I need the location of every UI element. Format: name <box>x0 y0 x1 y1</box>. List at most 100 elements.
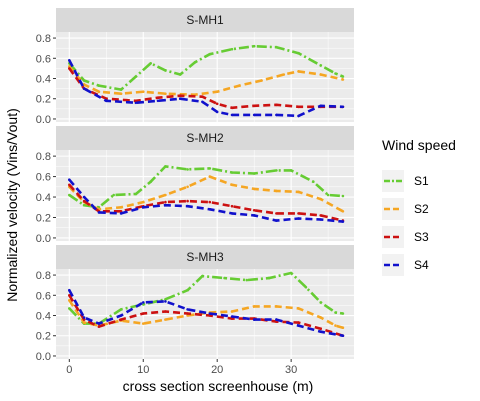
data-point-s3 <box>215 102 219 106</box>
data-point-s2 <box>319 316 323 319</box>
data-point-s1 <box>252 44 256 48</box>
data-point-s1 <box>186 168 189 171</box>
y-tick-label: 0.2 <box>36 94 51 106</box>
data-point-s2 <box>164 318 167 321</box>
data-point-s4 <box>297 114 300 118</box>
legend-title: Wind speed <box>382 137 456 153</box>
data-point-s1 <box>119 308 123 311</box>
data-point-s4 <box>97 211 101 214</box>
data-point-s4 <box>119 212 123 215</box>
data-point-s3 <box>82 318 86 321</box>
data-point-s1 <box>134 75 138 78</box>
data-point-s2 <box>68 65 71 68</box>
data-point-s2 <box>341 210 345 213</box>
y-tick-label: 0.6 <box>36 53 51 65</box>
data-point-s1 <box>230 47 234 51</box>
data-point-s4 <box>82 87 86 90</box>
series-line-s3 <box>68 67 343 110</box>
data-point-s3 <box>156 96 160 99</box>
x-tick-label: 10 <box>137 364 149 376</box>
y-tick-label: 0.6 <box>36 172 51 184</box>
data-point-s2 <box>119 206 123 209</box>
data-point-s3 <box>68 294 71 297</box>
data-point-s2 <box>97 90 101 93</box>
data-point-s1 <box>142 303 145 306</box>
x-axis-title: cross section screenhouse (m) <box>123 378 314 394</box>
y-tick-label: 0.0 <box>36 114 51 126</box>
data-point-s1 <box>289 271 293 275</box>
facet-panel-1: S-MH1 0.0 0.2 0.4 0.6 0.8 <box>36 8 354 126</box>
data-point-s4 <box>319 104 323 108</box>
data-point-s4 <box>82 195 86 199</box>
y-tick-label: 0.0 <box>36 233 51 245</box>
data-point-s4 <box>275 113 278 117</box>
data-point-s1 <box>178 73 182 76</box>
y-tick-label: 0.4 <box>36 192 51 204</box>
data-point-s1 <box>312 180 315 183</box>
x-tick-label: 0 <box>66 364 72 376</box>
data-point-s3 <box>134 99 138 103</box>
data-point-s4 <box>208 312 212 315</box>
data-point-s3 <box>208 200 212 204</box>
data-point-s2 <box>275 189 278 193</box>
y-axis-title: Normalized velocity (Vins/Vout) <box>4 108 20 301</box>
data-point-s4 <box>252 318 256 321</box>
data-point-s1 <box>304 285 308 289</box>
facet-panel-2: S-MH2 0.0 0.2 0.4 0.6 0.8 <box>36 126 354 245</box>
data-point-s1 <box>223 276 226 280</box>
data-point-s1 <box>341 194 345 198</box>
data-point-s2 <box>260 79 263 82</box>
data-point-s3 <box>119 318 123 321</box>
data-point-s2 <box>275 305 278 308</box>
data-point-s4 <box>208 208 212 211</box>
data-point-s4 <box>319 218 323 221</box>
data-point-s2 <box>82 321 86 324</box>
data-point-s1 <box>341 75 345 78</box>
data-point-s4 <box>186 308 189 311</box>
data-point-s1 <box>164 69 167 72</box>
data-point-s2 <box>164 193 167 197</box>
data-point-s3 <box>142 312 145 315</box>
data-point-s1 <box>164 298 167 301</box>
data-point-s1 <box>208 52 212 56</box>
data-point-s3 <box>297 212 300 215</box>
data-point-s4 <box>134 101 138 105</box>
facet-panel-3: S-MH3 0.0 0.2 0.4 0.6 0.8 <box>36 245 354 363</box>
data-point-s2 <box>230 310 234 313</box>
data-point-s4 <box>341 334 345 338</box>
data-point-s1 <box>112 193 115 197</box>
data-point-s2 <box>230 183 234 187</box>
data-point-s2 <box>297 190 300 194</box>
data-point-s4 <box>319 330 323 334</box>
data-point-s3 <box>297 105 300 109</box>
data-point-s2 <box>208 175 212 178</box>
data-point-s3 <box>164 310 167 313</box>
data-point-s4 <box>252 113 256 117</box>
data-point-s1 <box>68 193 71 197</box>
data-point-s2 <box>297 70 300 73</box>
data-point-s2 <box>319 197 323 201</box>
y-tick-label: 0.0 <box>36 351 51 363</box>
facet-strip <box>56 126 354 150</box>
legend-label-s3: S3 <box>414 230 429 244</box>
data-point-s3 <box>201 95 204 98</box>
data-point-s4 <box>142 206 145 209</box>
data-point-s1 <box>326 193 330 197</box>
facet-strip-label: S-MH2 <box>186 131 224 145</box>
data-point-s4 <box>297 217 300 220</box>
y-tick-label: 0.6 <box>36 290 51 302</box>
legend-label-s1: S1 <box>414 174 429 188</box>
series-line-s3 <box>68 183 344 222</box>
data-point-s4 <box>105 99 108 103</box>
data-point-s2 <box>341 78 345 81</box>
data-point-s4 <box>341 105 345 109</box>
data-point-s4 <box>164 203 167 207</box>
data-point-s3 <box>297 321 300 324</box>
y-tick-label: 0.4 <box>36 74 51 86</box>
data-point-s4 <box>230 212 234 215</box>
data-point-s1 <box>341 312 345 315</box>
data-point-s1 <box>97 84 101 87</box>
data-point-s1 <box>230 171 234 174</box>
data-point-s1 <box>82 79 86 82</box>
